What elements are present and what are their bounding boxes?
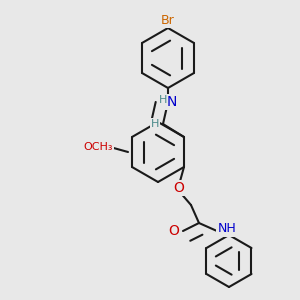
Text: O: O [173,181,184,195]
Text: NH: NH [218,223,236,236]
Text: Br: Br [161,14,175,26]
Text: OCH₃: OCH₃ [83,142,113,152]
Text: O: O [169,224,179,238]
Text: N: N [167,95,177,109]
Text: H: H [159,95,167,105]
Text: H: H [151,119,159,129]
